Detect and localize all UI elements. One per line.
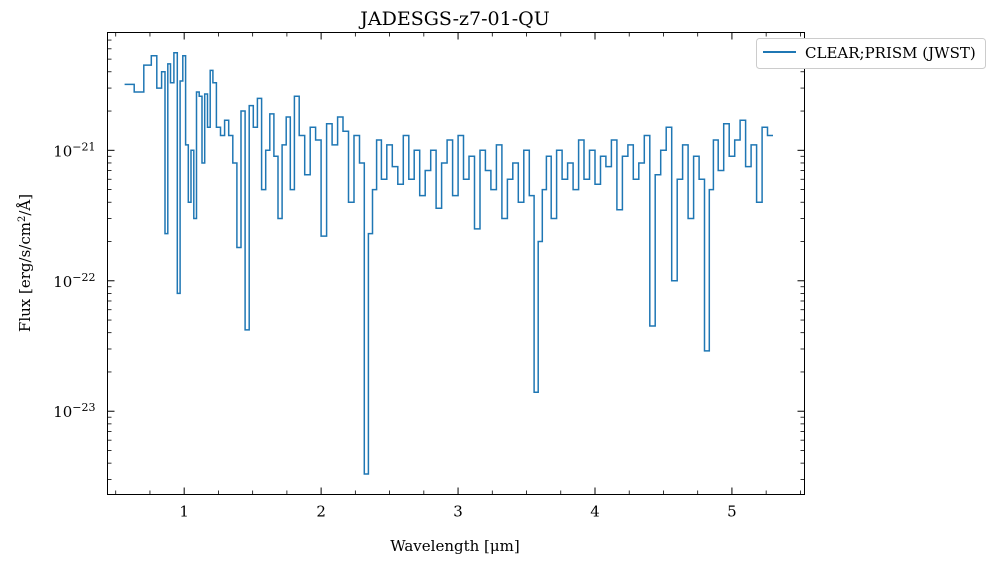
x-axis-label: Wavelength [μm]	[390, 537, 519, 555]
data-layer	[124, 51, 773, 475]
x-tick-label: 5	[727, 503, 737, 521]
y-tick-label: 10−23	[53, 401, 95, 422]
x-tick-label: 2	[316, 503, 326, 521]
y-tick-label: 10−21	[53, 140, 95, 161]
spectrum-line	[124, 51, 773, 475]
x-tick-label: 1	[179, 503, 189, 521]
y-axis-label: Flux [erg/s/cm2/Å]	[16, 194, 34, 332]
plot-frame	[107, 32, 805, 495]
legend-box	[756, 38, 986, 69]
x-tick-label: 3	[453, 503, 463, 521]
legend-label: CLEAR;PRISM (JWST)	[805, 44, 976, 62]
axis-layer: 1 2 3 4 5 10−23 10−22 10−21	[53, 32, 805, 521]
x-tick-label: 4	[590, 503, 600, 521]
chart-title: JADESGS-z7-01-QU	[358, 8, 549, 30]
y-tick-label: 10−22	[53, 270, 95, 291]
legend: CLEAR;PRISM (JWST)	[756, 38, 986, 69]
